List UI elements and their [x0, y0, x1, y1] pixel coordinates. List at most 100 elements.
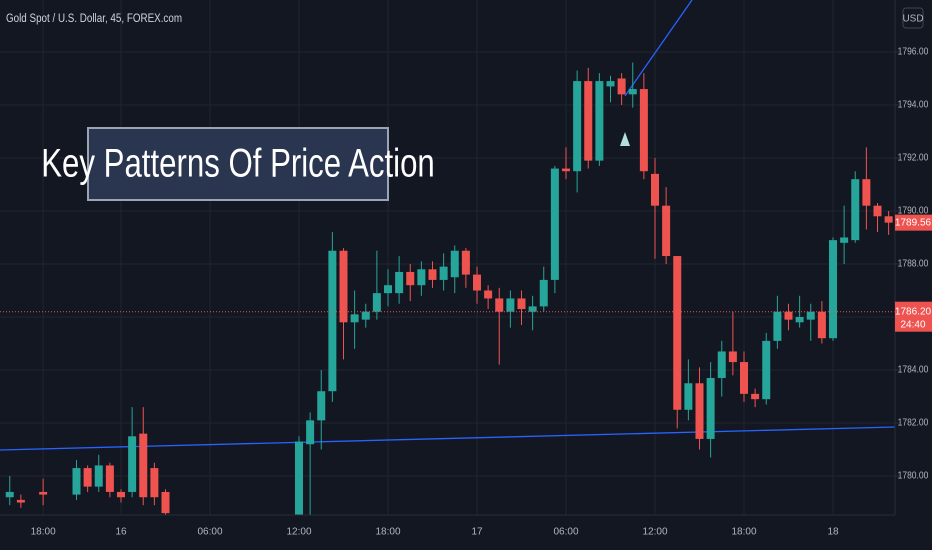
candle-body — [372, 293, 381, 312]
candle-body — [83, 468, 92, 487]
candle-body — [361, 311, 370, 320]
y-tick-label: 1782.00 — [898, 417, 929, 428]
price-tag-label: 1786.20 — [895, 306, 932, 317]
trend-line — [0, 426, 895, 451]
x-tick-label: 17 — [471, 527, 483, 538]
candle-body — [473, 274, 481, 291]
candle-body — [829, 240, 837, 339]
candle-body — [139, 433, 148, 498]
currency-label[interactable]: USD — [902, 14, 923, 25]
symbol-title: Gold Spot / U.S. Dollar, 45, FOREX.com — [6, 12, 182, 25]
candle-body — [439, 266, 448, 280]
candle-body — [840, 237, 849, 243]
candle-body — [862, 179, 871, 206]
candle-body — [528, 306, 537, 312]
candle-body — [539, 279, 548, 307]
candle-body — [584, 81, 593, 161]
candle-body — [128, 436, 137, 492]
trend-line — [624, 0, 693, 97]
candle-body — [350, 314, 359, 323]
x-tick-label: 18 — [827, 527, 839, 538]
candle-body — [762, 340, 771, 400]
candle-body — [161, 491, 170, 514]
x-tick-label: 18:00 — [731, 527, 756, 538]
x-tick-label: 06:00 — [197, 527, 222, 538]
currency-box[interactable] — [902, 7, 924, 29]
candle-body — [751, 393, 760, 400]
candle-body — [606, 81, 615, 87]
candle-body — [684, 383, 693, 410]
x-tick-label: 18:00 — [375, 527, 400, 538]
x-tick-label: 12:00 — [286, 527, 311, 538]
candle-body — [506, 298, 515, 312]
last-price-tag — [895, 214, 932, 231]
x-tick-label: 12:00 — [642, 527, 667, 538]
candle-body — [873, 205, 882, 217]
x-tick-label: 06:00 — [553, 527, 578, 538]
candle-body — [72, 468, 81, 495]
candle-body — [795, 317, 804, 323]
price-tag — [895, 301, 932, 332]
candle-body — [428, 269, 437, 280]
candle-body — [395, 271, 404, 294]
candle-body — [450, 250, 459, 278]
y-tick-label: 1794.00 — [898, 99, 929, 110]
x-tick-label: 16 — [115, 527, 127, 538]
candle-body — [773, 311, 782, 341]
candle-body — [384, 285, 392, 294]
candle-body — [461, 250, 470, 275]
candle-body — [306, 420, 315, 445]
candle-body — [39, 491, 48, 495]
candle-body — [728, 351, 737, 363]
candle-body — [328, 250, 337, 392]
arrow-marker — [620, 132, 630, 146]
candle-body — [562, 168, 570, 172]
candle-body — [595, 81, 604, 161]
candle-body — [806, 311, 815, 320]
y-tick-label: 1796.00 — [898, 46, 929, 57]
candle-body — [817, 311, 826, 339]
candle-body — [339, 250, 348, 323]
candle-body — [740, 362, 748, 394]
candle-body — [695, 383, 704, 439]
candle-body — [573, 81, 582, 172]
countdown-label: 24:40 — [900, 319, 925, 330]
candle-body — [406, 271, 415, 286]
annotation-text: Key Patterns Of Price Action — [41, 141, 435, 186]
candle-body — [639, 89, 648, 172]
candle-body — [150, 468, 159, 498]
plot-area — [0, 0, 895, 515]
candle-body — [628, 89, 637, 95]
candle-body — [784, 311, 793, 320]
y-tick-label: 1784.00 — [898, 364, 929, 375]
candle-body — [550, 168, 559, 280]
candle-body — [295, 441, 303, 515]
y-tick-label: 1780.00 — [898, 470, 929, 481]
candle-body — [617, 78, 626, 95]
candle-body — [651, 173, 659, 206]
x-tick-label: 18:00 — [31, 527, 56, 538]
y-tick-label: 1790.00 — [898, 205, 929, 216]
candle-body — [16, 499, 25, 503]
candle-body — [673, 256, 682, 410]
candle-body — [94, 465, 103, 487]
last-price-label: 1789.56 — [895, 217, 932, 228]
candle-body — [851, 179, 860, 241]
y-tick-label: 1792.00 — [898, 152, 929, 163]
candle-body — [417, 269, 426, 286]
candle-body — [884, 216, 893, 223]
candle-body — [117, 491, 125, 498]
candle-body — [717, 351, 726, 378]
candle-body — [517, 298, 526, 310]
y-tick-label: 1788.00 — [898, 258, 929, 269]
candle-body — [484, 290, 493, 299]
candle-body — [105, 465, 114, 492]
candle-body — [495, 298, 504, 312]
candle-body — [5, 491, 14, 498]
candle-body — [317, 391, 326, 421]
annotation-box — [87, 127, 389, 201]
candle-body — [662, 205, 671, 257]
candle-body — [706, 377, 715, 439]
